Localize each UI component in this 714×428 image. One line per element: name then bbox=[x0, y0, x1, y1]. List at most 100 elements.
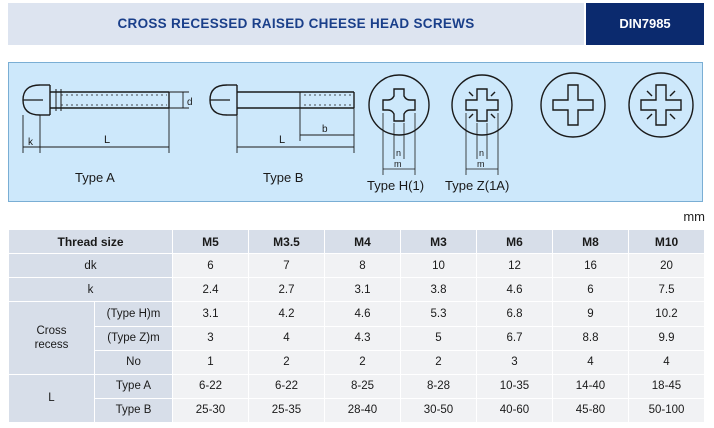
table-cell: 2 bbox=[324, 349, 401, 375]
type-h-caption: Type H(1) bbox=[367, 178, 424, 193]
table-cell: 6.7 bbox=[476, 325, 553, 351]
table-cell: 3 bbox=[172, 325, 249, 351]
size-header: M10 bbox=[628, 228, 705, 255]
table-cell: 28-40 bbox=[324, 397, 401, 424]
dim-label-d: d bbox=[187, 97, 193, 108]
row-sublabel: Type B bbox=[94, 397, 173, 424]
table-cell: 2 bbox=[248, 349, 325, 375]
dim-label-l-b: L bbox=[279, 134, 285, 146]
table-cell: 9.9 bbox=[628, 325, 705, 351]
table-cell: 25-30 bbox=[172, 397, 249, 424]
table-cell: 6 bbox=[172, 253, 249, 279]
dim-label-n-z: n bbox=[479, 148, 484, 158]
table-row: k 2.4 2.7 3.1 3.8 4.6 6 7.5 bbox=[8, 277, 705, 303]
size-header: M5 bbox=[172, 228, 249, 255]
dim-label-m-h: m bbox=[394, 159, 402, 169]
table-cell: 30-50 bbox=[400, 397, 477, 424]
table-cell: 4 bbox=[552, 349, 629, 375]
table-cell: 10 bbox=[400, 253, 477, 279]
table-cell: 10.2 bbox=[628, 301, 705, 327]
table-cell: 5 bbox=[400, 325, 477, 351]
size-header: M6 bbox=[476, 228, 553, 255]
cross-recess-label-line2: recess bbox=[34, 339, 69, 352]
row-sublabel: No bbox=[94, 349, 173, 375]
unit-label: mm bbox=[683, 209, 705, 224]
dim-label-k-a: k bbox=[28, 137, 34, 148]
row-sublabel: (Type Z)m bbox=[94, 325, 173, 351]
size-header: M4 bbox=[324, 228, 401, 255]
table-row: L Type A 6-22 6-22 8-25 8-28 10-35 14-40… bbox=[8, 373, 705, 424]
table-cell: 16 bbox=[552, 253, 629, 279]
table-cell: 7 bbox=[248, 253, 325, 279]
row-sublabel: (Type H)m bbox=[94, 301, 173, 327]
spec-table: Thread size M5 M3.5 M4 M3 M6 M8 M10 dk 6… bbox=[8, 228, 705, 424]
table-cell: 4.3 bbox=[324, 325, 401, 351]
standard-code: DIN7985 bbox=[586, 3, 704, 45]
table-cell: 6.8 bbox=[476, 301, 553, 327]
type-z-recess-drawing bbox=[451, 74, 513, 175]
table-cell: 7.5 bbox=[628, 277, 705, 303]
dim-label-b: b bbox=[322, 124, 328, 135]
table-cell: 8-25 bbox=[324, 373, 401, 399]
type-z-caption: Type Z(1A) bbox=[445, 178, 509, 193]
table-cell: 40-60 bbox=[476, 397, 553, 424]
thread-size-header: Thread size bbox=[8, 228, 173, 255]
cross-recess-label: Cross recess bbox=[8, 301, 95, 375]
table-cell: 5.3 bbox=[400, 301, 477, 327]
table-cell: 25-35 bbox=[248, 397, 325, 424]
type-a-caption: Type A bbox=[75, 170, 115, 185]
table-cell: 2.7 bbox=[248, 277, 325, 303]
table-cell: 3.1 bbox=[172, 301, 249, 327]
table-cell: 45-80 bbox=[552, 397, 629, 424]
screw-diagram-panel: d k L L b n m n m Type A Type B Type H(1… bbox=[8, 62, 703, 202]
table-cell: 4 bbox=[248, 325, 325, 351]
table-cell: 8-28 bbox=[400, 373, 477, 399]
table-cell: 6 bbox=[552, 277, 629, 303]
type-h-recess-drawing bbox=[368, 74, 430, 175]
table-cell: 3 bbox=[476, 349, 553, 375]
table-cell: 2 bbox=[400, 349, 477, 375]
row-label: k bbox=[8, 277, 173, 303]
dim-label-m-z: m bbox=[477, 159, 485, 169]
type-b-screw-drawing bbox=[209, 84, 355, 153]
type-a-screw-drawing bbox=[22, 84, 189, 153]
large-z-recess-drawing bbox=[628, 72, 694, 138]
table-row: Cross recess (Type H)m 3.1 4.2 4.6 5.3 6.… bbox=[8, 301, 705, 375]
type-b-caption: Type B bbox=[263, 170, 303, 185]
table-cell: 3.8 bbox=[400, 277, 477, 303]
row-sublabel: Type A bbox=[94, 373, 173, 399]
table-row: Type B 25-30 25-35 28-40 30-50 40-60 45-… bbox=[9, 397, 705, 424]
table-cell: 4.6 bbox=[324, 301, 401, 327]
size-header: M3 bbox=[400, 228, 477, 255]
table-cell: 8 bbox=[324, 253, 401, 279]
cross-recess-label-line1: Cross bbox=[36, 325, 67, 338]
table-row: (Type Z)m 3 4 4.3 5 6.7 8.8 9.9 bbox=[9, 325, 705, 351]
table-row: dk 6 7 8 10 12 16 20 bbox=[8, 253, 705, 279]
table-row: No 1 2 2 2 3 4 4 bbox=[9, 349, 705, 375]
header-row: Thread size M5 M3.5 M4 M3 M6 M8 M10 bbox=[8, 228, 705, 255]
page-title: CROSS RECESSED RAISED CHEESE HEAD SCREWS bbox=[8, 3, 584, 45]
table-cell: 4.6 bbox=[476, 277, 553, 303]
table-cell: 6-22 bbox=[172, 373, 249, 399]
table-cell: 14-40 bbox=[552, 373, 629, 399]
table-cell: 20 bbox=[628, 253, 705, 279]
table-cell: 4.2 bbox=[248, 301, 325, 327]
table-cell: 10-35 bbox=[476, 373, 553, 399]
table-cell: 12 bbox=[476, 253, 553, 279]
row-label: dk bbox=[8, 253, 173, 279]
dim-label-l-a: L bbox=[104, 134, 110, 146]
table-cell: 6-22 bbox=[248, 373, 325, 399]
table-cell: 1 bbox=[172, 349, 249, 375]
length-label: L bbox=[8, 373, 95, 424]
page-header: CROSS RECESSED RAISED CHEESE HEAD SCREWS… bbox=[8, 3, 704, 45]
table-cell: 9 bbox=[552, 301, 629, 327]
size-header: M8 bbox=[552, 228, 629, 255]
table-cell: 4 bbox=[628, 349, 705, 375]
dim-label-n-h: n bbox=[396, 148, 401, 158]
table-cell: 8.8 bbox=[552, 325, 629, 351]
size-header: M3.5 bbox=[248, 228, 325, 255]
large-h-recess-drawing bbox=[540, 72, 606, 138]
table-cell: 3.1 bbox=[324, 277, 401, 303]
table-cell: 2.4 bbox=[172, 277, 249, 303]
screw-drawings: d k L L b n m n m Type A Type B Type H(1… bbox=[22, 72, 694, 193]
